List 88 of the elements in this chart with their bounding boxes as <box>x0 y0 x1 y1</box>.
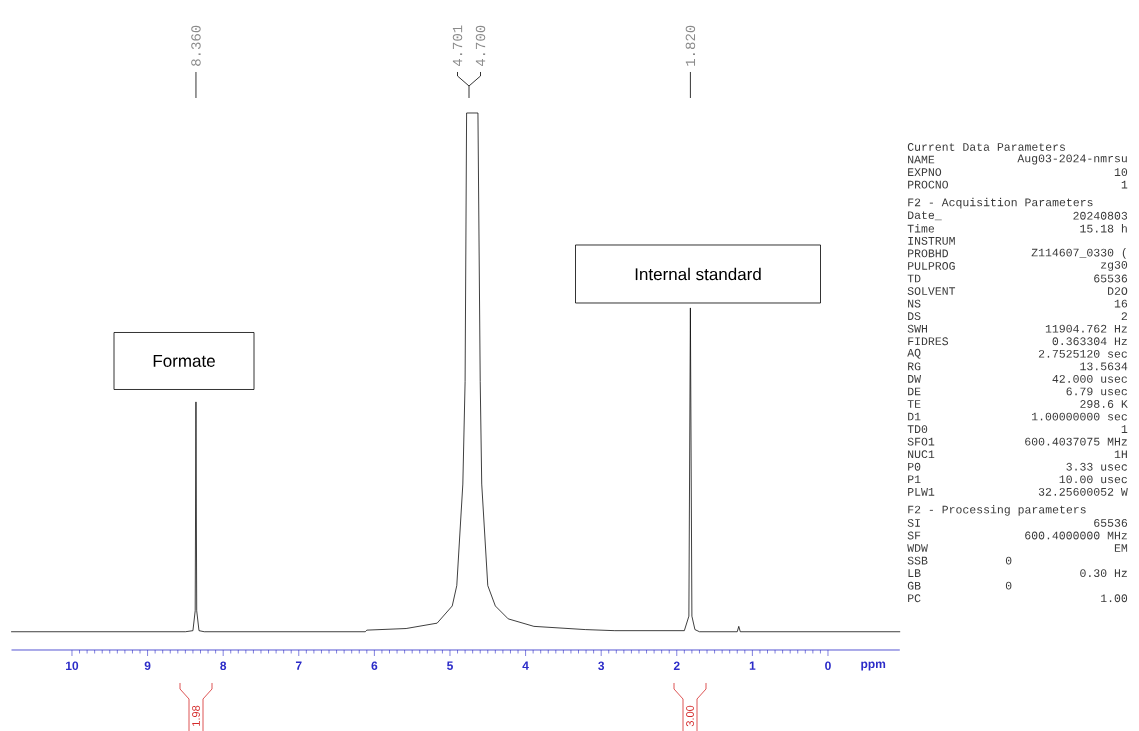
text: TD <box>907 274 921 283</box>
text: 65536 <box>1094 274 1128 283</box>
text: NS <box>908 299 921 308</box>
text: SSB <box>907 556 928 565</box>
text: 20240803 <box>1073 211 1128 220</box>
text: PLW1 <box>908 488 935 496</box>
x-tick-label: 1 <box>749 661 756 670</box>
text: zg30 <box>1101 260 1128 271</box>
text: 298.6 K <box>1080 400 1128 408</box>
text: AQ <box>907 348 921 359</box>
text: D1 <box>908 412 921 421</box>
text: 3.00 <box>686 705 694 727</box>
text: PC <box>908 594 921 603</box>
text: P0 <box>908 462 921 471</box>
text: Date_ <box>908 211 942 221</box>
text: SF <box>907 531 921 540</box>
text: LB <box>908 569 921 577</box>
text: EM <box>1114 544 1128 552</box>
text: NAME <box>908 155 935 164</box>
text: 2.7525120 sec <box>1038 349 1127 358</box>
text: INSTRUM <box>908 236 955 245</box>
text: 0 <box>1005 581 1012 590</box>
text: 10.00 usec <box>1059 475 1127 484</box>
text: 0 <box>1005 556 1012 565</box>
text: TD0 <box>907 425 928 433</box>
text: Current Data Parameters <box>907 143 1065 151</box>
text: SI <box>907 519 920 527</box>
text: 1 <box>1121 425 1128 433</box>
x-tick-label: 10 <box>66 661 79 671</box>
text: DS <box>908 312 921 321</box>
text: 0.363304 Hz <box>1052 337 1127 346</box>
text: Time <box>907 224 935 233</box>
x-tick-label: 0 <box>825 661 831 671</box>
text: 11904.762 Hz <box>1045 324 1127 333</box>
x-tick-label: 8 <box>220 661 227 671</box>
text: F2 - Acquisition Parameters <box>908 197 1093 209</box>
text: 2 <box>1121 312 1127 320</box>
text: EXPNO <box>908 168 942 176</box>
text: NUC1 <box>908 450 935 459</box>
text: 65536 <box>1094 519 1128 527</box>
text: 1 <box>1121 180 1128 189</box>
text: Z114607_0330 ( <box>1031 248 1126 259</box>
text: 10 <box>1114 168 1128 176</box>
text: SFO1 <box>907 437 935 446</box>
annotation: 8.360 <box>191 25 201 66</box>
x-tick-label: 7 <box>295 661 302 670</box>
text: P1 <box>908 475 921 484</box>
text: 1.98 <box>192 705 200 726</box>
text: FIDRES <box>908 337 949 346</box>
x-tick-label: 3 <box>598 661 605 671</box>
text: D2O <box>1108 287 1128 295</box>
x-tick-label: 2 <box>673 661 680 670</box>
text: 1H <box>1114 450 1127 458</box>
text: TE <box>907 400 921 408</box>
text: 0.30 Hz <box>1080 569 1127 578</box>
text: RG <box>908 362 921 371</box>
text: PROBHD <box>908 249 949 258</box>
text: DW <box>908 375 922 383</box>
annotation: Formate <box>153 355 215 367</box>
text: 6.79 usec <box>1066 387 1127 396</box>
x-tick-label: 9 <box>144 661 151 671</box>
text: 600.4000000 MHz <box>1025 531 1127 540</box>
text: 1.00 <box>1101 594 1128 603</box>
text: SWH <box>907 324 927 333</box>
text: 16 <box>1114 299 1128 308</box>
text: DE <box>908 387 921 396</box>
x-tick-label: 6 <box>371 661 378 671</box>
text: F2 - Processing parameters <box>908 505 1086 516</box>
text: 42.000 usec <box>1052 375 1127 383</box>
text: 1.00000000 sec <box>1032 412 1127 421</box>
text: SOLVENT <box>907 287 956 295</box>
text: 4.701 <box>452 25 463 67</box>
text: 600.4037075 MHz <box>1025 437 1127 446</box>
text: PULPROG <box>908 262 955 270</box>
annotation: Internal standard <box>635 267 761 281</box>
text: 4.700 <box>475 25 486 67</box>
text: Aug03-2024-nmrsu <box>1017 154 1127 165</box>
annotation: 1.820 <box>685 25 696 66</box>
text: WDW <box>907 544 928 552</box>
x-tick-label: 4 <box>522 661 529 670</box>
text: GB <box>907 581 921 590</box>
text: 3.33 usec <box>1066 462 1127 471</box>
text: PROCNO <box>908 180 949 189</box>
text: 15.18 h <box>1080 224 1127 233</box>
x-axis-title: ppm <box>861 661 886 671</box>
x-tick-label: 5 <box>447 661 453 670</box>
text: 32.25600052 W <box>1038 487 1128 496</box>
text: 13.5634 <box>1080 362 1128 371</box>
